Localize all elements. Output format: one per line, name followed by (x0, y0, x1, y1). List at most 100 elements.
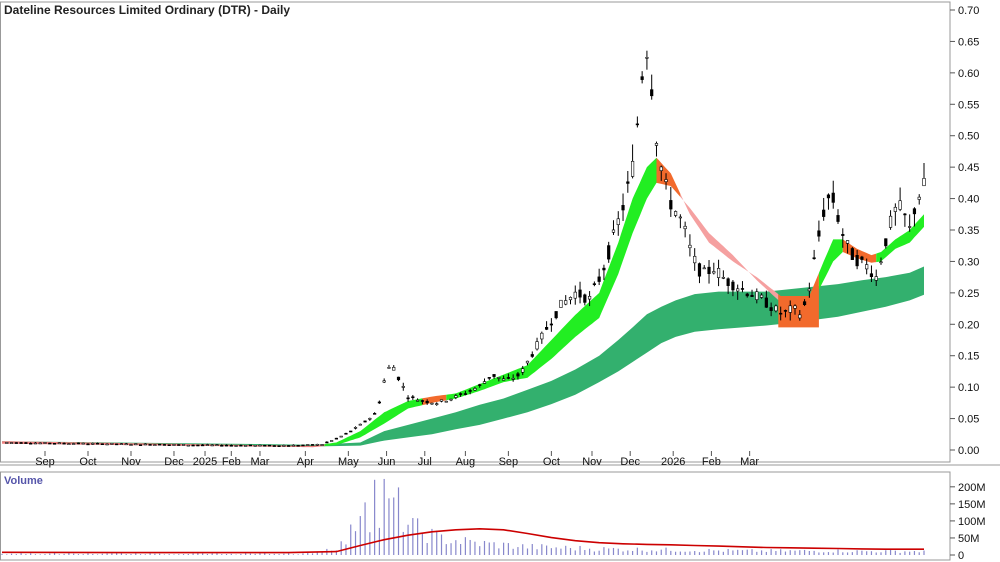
volume-bar (531, 544, 533, 555)
candle-body (678, 216, 682, 219)
volume-bar (732, 550, 734, 555)
volume-bar (775, 551, 777, 555)
candle-body (115, 443, 119, 446)
price-tick-label: 0.65 (958, 36, 979, 48)
candle-body (908, 226, 912, 228)
price-tick-label: 0.25 (958, 288, 979, 300)
volume-bar (555, 547, 557, 555)
candle-body (893, 206, 897, 212)
volume-bar (106, 553, 108, 555)
candle-body (478, 384, 482, 386)
volume-bar (44, 554, 46, 555)
candle-body (244, 445, 248, 447)
volume-bar (464, 537, 466, 555)
volume-bar (813, 550, 815, 555)
candle-body (24, 442, 28, 444)
volume-bar (727, 549, 729, 555)
volume-bar (574, 550, 576, 555)
fast-band-decline (680, 193, 779, 301)
volume-bar (737, 549, 739, 555)
candle-body (482, 381, 487, 384)
candle-body (506, 377, 510, 379)
volume-bar (135, 553, 137, 555)
volume-bar (694, 551, 696, 555)
candle-body (802, 301, 807, 306)
volume-bar (598, 550, 600, 555)
candle-body (358, 423, 362, 426)
volume-bar (96, 554, 99, 555)
candle-body (855, 255, 859, 267)
volume-bar (92, 553, 94, 555)
candle-body (769, 307, 773, 311)
candle-body (922, 178, 926, 187)
volume-bar (770, 549, 772, 555)
volume-bar (364, 502, 366, 555)
volume-bar (374, 479, 376, 555)
volume-bar (402, 531, 404, 555)
candle-body (740, 288, 745, 290)
y-axis-volume: 0 50M 100M 150M 200M (950, 482, 986, 562)
volume-bar (211, 553, 213, 555)
volume-bar (278, 554, 280, 555)
candle-body (736, 288, 740, 292)
x-axis: Sep Oct Nov Dec 2025 Feb Mar Apr May Jun Jul Aug Sep… (35, 451, 759, 468)
x-tick-label: Mar (250, 456, 269, 468)
volume-bar (717, 550, 720, 555)
volume-bar (703, 551, 705, 555)
candle-body (535, 341, 539, 350)
volume-bar (460, 544, 462, 555)
volume-bar (894, 550, 896, 555)
volume-bar (130, 554, 132, 555)
volume-bar (154, 553, 156, 555)
volume-bar (139, 554, 142, 555)
candle-body (201, 444, 205, 447)
chart-title: Dateline Resources Limited Ordinary (DTR… (4, 3, 290, 17)
x-tick-label: Jul (418, 456, 432, 468)
candle-body (831, 192, 835, 203)
volume-bar (311, 553, 314, 555)
candle-body (774, 305, 778, 312)
volume-label: Volume (4, 475, 43, 487)
candle-body (640, 76, 644, 80)
volume-tick-label: 200M (958, 482, 986, 494)
volume-bar (808, 551, 810, 555)
price-tick-label: 0.20 (958, 319, 979, 331)
volume-bar (163, 554, 166, 555)
candle-body (592, 283, 596, 285)
volume-bar (292, 554, 295, 555)
volume-bar (875, 552, 877, 555)
x-tick-label: Nov (121, 456, 141, 468)
volume-bar (603, 547, 605, 555)
fast-band-turn (656, 157, 681, 197)
candle-body (72, 443, 76, 445)
volume-bar (407, 524, 409, 555)
candle-body (731, 281, 735, 291)
candle-body (215, 444, 219, 446)
candle-body (726, 278, 730, 286)
candle-body (874, 276, 878, 281)
candle-body (205, 444, 210, 446)
volume-bar (202, 553, 204, 555)
candle-body (263, 444, 267, 447)
volume-bar (904, 551, 906, 555)
candle-body (234, 445, 238, 447)
candle-body (81, 442, 85, 445)
volume-bar (679, 551, 681, 555)
volume-bar (77, 554, 80, 555)
volume-bar (316, 551, 318, 555)
x-tick-label: Feb (222, 456, 241, 468)
candle-body (616, 218, 620, 225)
candle-body (793, 305, 797, 309)
volume-bar (646, 551, 648, 555)
volume-bar (584, 549, 586, 555)
candle-body (626, 181, 630, 184)
fast-band-rise-4 (876, 214, 924, 263)
volume-bar (264, 552, 266, 555)
fast-band-rise-1 (324, 398, 423, 447)
price-tick-label: 0.30 (958, 256, 979, 268)
volume-bar (866, 551, 868, 555)
volume-bar (780, 549, 782, 555)
volume-bar (421, 532, 423, 555)
volume-bar (178, 554, 180, 555)
candle-body (459, 393, 463, 395)
